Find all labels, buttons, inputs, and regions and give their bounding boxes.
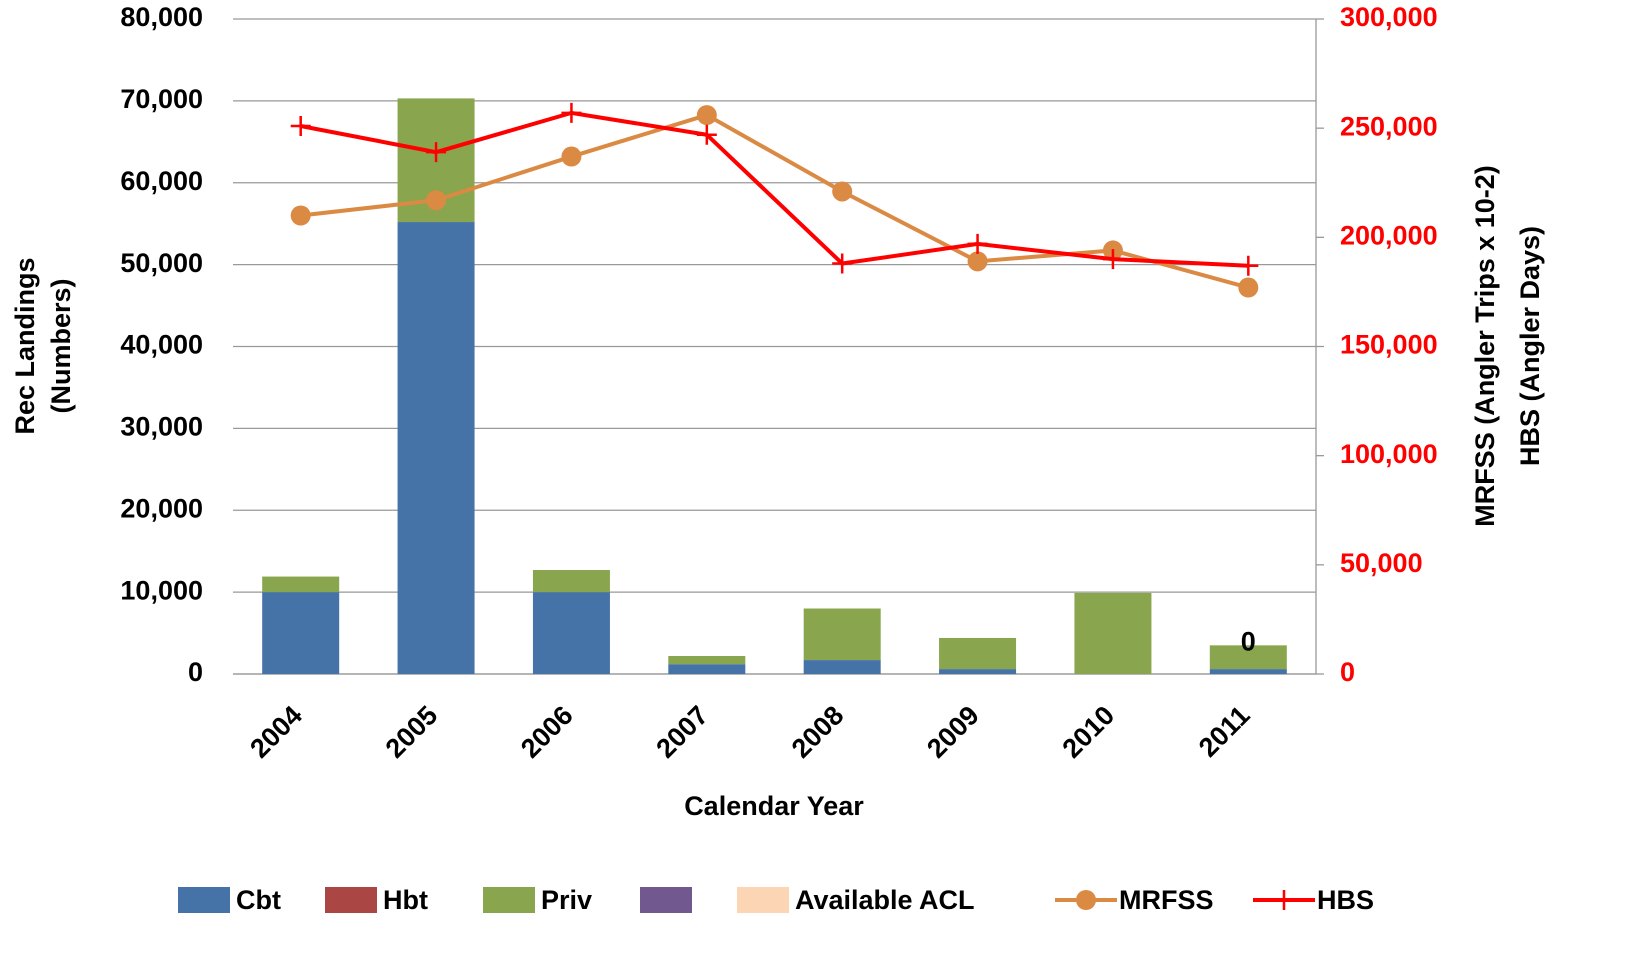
y-tick-label: 80,000 [120,2,203,32]
y-tick-label: 60,000 [120,166,203,196]
bar-segment [668,664,746,674]
bar-segment [668,655,746,665]
data-label: 0 [1241,626,1256,656]
line [300,110,1249,268]
marker [290,115,311,136]
marker [1238,255,1259,276]
x-tick-label: 2008 [786,700,850,764]
legend-marker [1274,890,1294,910]
marker [1102,249,1123,270]
y2-axis-title: MRFSS (Angler Trips x 10-2) [1470,165,1500,527]
bar-segment [803,660,881,674]
y2-tick-label: 150,000 [1340,330,1438,360]
y-tick-label: 50,000 [120,248,203,278]
x-axis-title: Calendar Year [684,791,864,821]
marker [561,102,582,123]
marker [696,105,717,126]
y-axis-title: (Numbers) [46,278,76,413]
legend-swatch [640,887,692,913]
y2-tick-label: 100,000 [1340,439,1438,469]
marker [967,251,988,272]
bar-segment [1074,592,1152,674]
y2-tick-label: 0 [1340,657,1355,687]
marker [561,146,582,167]
marker [832,181,853,202]
marker [426,190,447,211]
y2-tick-label: 200,000 [1340,220,1438,250]
y-tick-label: 40,000 [120,330,203,360]
marker [696,124,717,145]
bar-segment [532,592,610,674]
bar-segment [939,637,1017,670]
legend-marker [1076,890,1096,910]
bar-segment [397,222,475,675]
legend-swatch [483,887,535,913]
legend-label: Available ACL [795,885,975,915]
line [300,112,1249,290]
y-tick-label: 10,000 [120,575,203,605]
legend-label: Cbt [236,885,281,915]
x-tick-label: 2009 [921,700,985,764]
x-tick-label: 2010 [1057,700,1121,764]
bar-segment [1209,645,1287,670]
legend-label: Hbt [383,885,428,915]
y2-tick-label: 250,000 [1340,111,1438,141]
marker [426,142,447,163]
bar-segment [939,669,1017,674]
y2-tick-label: 300,000 [1340,2,1438,32]
marker [1238,277,1259,298]
bar-segment [262,576,340,593]
legend-swatch [178,887,230,913]
marker [290,205,311,226]
y2-tick-label: 50,000 [1340,548,1423,578]
bar-segment [1209,669,1287,674]
bar-segment [262,592,340,674]
bar-segment [532,570,610,593]
x-tick-label: 2007 [650,700,714,764]
legend-label: MRFSS [1119,885,1214,915]
bar-segment [803,608,881,661]
marker [832,253,853,274]
x-tick-label: 2004 [244,700,308,764]
legend-swatch [325,887,377,913]
y-axis-title: Rec Landings [10,257,40,434]
legend-swatch [737,887,789,913]
x-tick-label: 2005 [380,700,444,764]
y-tick-label: 20,000 [120,493,203,523]
y-tick-label: 0 [188,657,203,687]
x-tick-label: 2006 [515,700,579,764]
y-tick-label: 70,000 [120,84,203,114]
y-tick-label: 30,000 [120,412,203,442]
x-tick-label: 2011 [1193,700,1256,763]
legend-label: Priv [541,885,592,915]
legend-label: HBS [1317,885,1374,915]
y2-axis-title: HBS (Angler Days) [1515,226,1545,466]
marker [967,233,988,254]
